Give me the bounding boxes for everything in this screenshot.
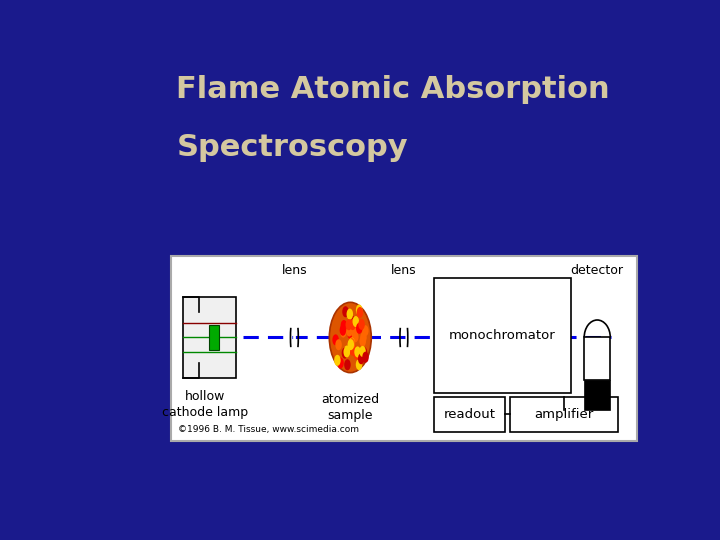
Ellipse shape — [362, 325, 369, 336]
Ellipse shape — [346, 308, 353, 320]
Ellipse shape — [359, 346, 366, 357]
Ellipse shape — [344, 359, 351, 370]
Ellipse shape — [342, 348, 348, 359]
FancyBboxPatch shape — [171, 256, 637, 441]
Ellipse shape — [354, 346, 361, 357]
Ellipse shape — [356, 323, 363, 334]
Ellipse shape — [342, 306, 348, 318]
Ellipse shape — [349, 345, 356, 356]
Text: lens: lens — [282, 265, 307, 278]
Ellipse shape — [349, 319, 356, 330]
Ellipse shape — [348, 339, 354, 350]
Ellipse shape — [359, 336, 366, 347]
Ellipse shape — [356, 305, 362, 315]
FancyBboxPatch shape — [434, 278, 571, 393]
Ellipse shape — [329, 302, 372, 373]
Ellipse shape — [346, 319, 352, 330]
Ellipse shape — [353, 316, 359, 327]
Ellipse shape — [334, 355, 341, 366]
Ellipse shape — [354, 349, 360, 360]
Text: lens: lens — [391, 265, 417, 278]
Ellipse shape — [348, 338, 355, 348]
Ellipse shape — [337, 357, 343, 368]
Ellipse shape — [358, 353, 364, 365]
Ellipse shape — [349, 316, 356, 327]
FancyBboxPatch shape — [584, 338, 611, 380]
Text: detector: detector — [571, 265, 624, 278]
Text: monochromator: monochromator — [449, 329, 556, 342]
Text: Flame Atomic Absorption: Flame Atomic Absorption — [176, 75, 610, 104]
FancyBboxPatch shape — [510, 397, 618, 432]
Ellipse shape — [359, 319, 365, 330]
Text: readout: readout — [444, 408, 496, 421]
Ellipse shape — [343, 347, 350, 357]
Ellipse shape — [361, 347, 367, 358]
Ellipse shape — [352, 331, 359, 342]
Ellipse shape — [347, 328, 354, 339]
Ellipse shape — [333, 334, 339, 346]
Ellipse shape — [351, 327, 358, 338]
Text: atomized
sample: atomized sample — [321, 393, 379, 422]
Ellipse shape — [341, 320, 347, 331]
Ellipse shape — [362, 352, 369, 363]
FancyBboxPatch shape — [209, 325, 220, 350]
Ellipse shape — [340, 325, 346, 336]
FancyBboxPatch shape — [183, 297, 236, 378]
Ellipse shape — [343, 346, 350, 356]
Text: hollow
cathode lamp: hollow cathode lamp — [162, 389, 248, 418]
FancyBboxPatch shape — [584, 380, 611, 410]
Text: ©1996 B. M. Tissue, www.scimedia.com: ©1996 B. M. Tissue, www.scimedia.com — [178, 424, 359, 434]
Ellipse shape — [348, 338, 355, 349]
Ellipse shape — [336, 339, 342, 350]
Ellipse shape — [360, 332, 366, 343]
Ellipse shape — [351, 345, 357, 356]
Text: amplifier: amplifier — [534, 408, 594, 421]
Ellipse shape — [346, 326, 353, 336]
Ellipse shape — [356, 359, 362, 370]
Text: Spectroscopy: Spectroscopy — [176, 133, 408, 163]
Ellipse shape — [340, 327, 346, 338]
FancyBboxPatch shape — [434, 397, 505, 432]
Ellipse shape — [356, 307, 363, 318]
